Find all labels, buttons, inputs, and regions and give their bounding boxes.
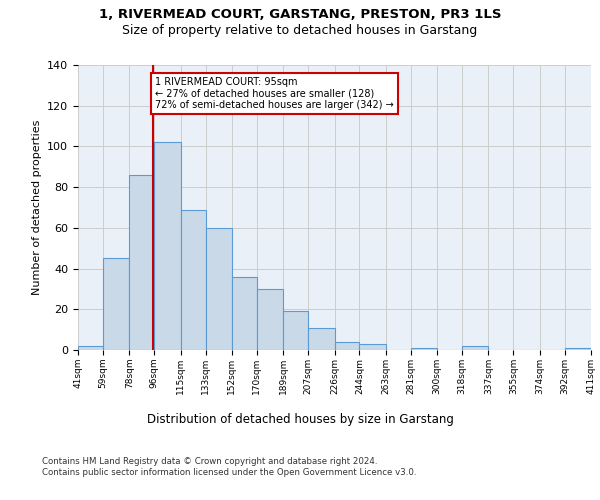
Y-axis label: Number of detached properties: Number of detached properties: [32, 120, 41, 295]
Bar: [154, 142, 181, 350]
Bar: [78, 346, 103, 350]
Bar: [130, 175, 154, 350]
Bar: [411, 348, 437, 350]
Bar: [206, 228, 232, 350]
Text: 1, RIVERMEAD COURT, GARSTANG, PRESTON, PR3 1LS: 1, RIVERMEAD COURT, GARSTANG, PRESTON, P…: [99, 8, 501, 20]
Bar: [565, 348, 591, 350]
Text: Size of property relative to detached houses in Garstang: Size of property relative to detached ho…: [122, 24, 478, 37]
Bar: [308, 328, 335, 350]
Bar: [103, 258, 130, 350]
Text: 1 RIVERMEAD COURT: 95sqm
← 27% of detached houses are smaller (128)
72% of semi-: 1 RIVERMEAD COURT: 95sqm ← 27% of detach…: [155, 77, 394, 110]
Text: Contains HM Land Registry data © Crown copyright and database right 2024.
Contai: Contains HM Land Registry data © Crown c…: [42, 458, 416, 477]
Bar: [232, 276, 257, 350]
Bar: [335, 342, 359, 350]
Text: Distribution of detached houses by size in Garstang: Distribution of detached houses by size …: [146, 412, 454, 426]
Bar: [462, 346, 488, 350]
Bar: [359, 344, 386, 350]
Bar: [181, 210, 206, 350]
Bar: [283, 312, 308, 350]
Bar: [257, 289, 283, 350]
